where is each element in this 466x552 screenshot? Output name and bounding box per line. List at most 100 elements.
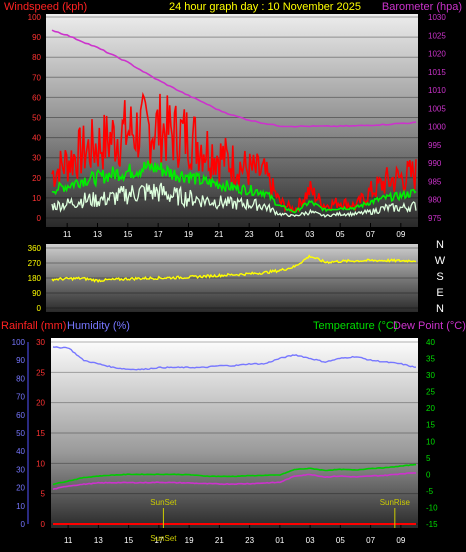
hour-tick-label: 17	[154, 230, 163, 239]
compass-label: N	[436, 303, 444, 315]
humidity-tick-label: 30	[16, 465, 25, 474]
hour-tick-label: 13	[93, 230, 102, 239]
hour-tick-label: 07	[366, 536, 375, 545]
hour-tick-label: 11	[63, 230, 72, 239]
hour-tick-label: 21	[215, 536, 224, 545]
bottom-sun-label: SunSet	[150, 534, 177, 543]
windspeed-tick-label: 60	[32, 93, 41, 102]
barometer-series-line	[51, 29, 417, 128]
rainfall-tick-label: 30	[36, 338, 45, 347]
temperature-tick-label: -15	[426, 520, 438, 529]
windspeed-tick-label: 40	[32, 134, 41, 143]
direction-tick-label: 360	[28, 244, 42, 253]
wind-plot-area	[46, 14, 418, 227]
hour-tick-label: 05	[336, 536, 345, 545]
hour-tick-label: 03	[306, 536, 315, 545]
rainfall-tick-label: 10	[36, 459, 45, 468]
direction-tick-label: 180	[28, 274, 42, 283]
hour-tick-label: 23	[245, 536, 254, 545]
windspeed-tick-label: 0	[37, 214, 42, 223]
temperature-tick-label: 20	[426, 404, 435, 413]
barometer-tick-label: 1000	[428, 123, 446, 132]
hour-tick-label: 15	[123, 230, 132, 239]
direction-tick-label: 0	[37, 304, 42, 313]
hour-tick-label: 01	[275, 536, 284, 545]
windspeed-tick-label: 50	[32, 114, 41, 123]
temperature-tick-label: -10	[426, 503, 438, 512]
rainfall-tick-label: 0	[41, 520, 46, 529]
rainfall-title: Rainfall (mm)	[1, 320, 66, 332]
hour-tick-label: 07	[366, 230, 375, 239]
sun-event-label: SunRise	[380, 498, 411, 507]
humidity-tick-label: 80	[16, 374, 25, 383]
barometer-tick-label: 1020	[428, 50, 446, 59]
compass-label: S	[436, 271, 443, 283]
temperature-series-line	[52, 463, 417, 486]
barometer-tick-label: 1025	[428, 31, 446, 40]
temp-plot-area	[51, 338, 418, 528]
barometer-tick-label: 980	[428, 196, 442, 205]
windspeed-tick-label: 10	[32, 194, 41, 203]
humidity-tick-label: 50	[16, 429, 25, 438]
direction-tick-label: 90	[32, 289, 41, 298]
compass-label: N	[436, 239, 444, 251]
hour-tick-label: 23	[245, 230, 254, 239]
windspeed-tick-label: 30	[32, 154, 41, 163]
rainfall-tick-label: 20	[36, 399, 45, 408]
wind-direction-series-line	[51, 254, 417, 283]
barometer-tick-label: 985	[428, 177, 442, 186]
temperature-tick-label: 25	[426, 388, 435, 397]
humidity-tick-label: 60	[16, 411, 25, 420]
dewpoint-series-line	[52, 472, 417, 491]
humidity-tick-label: 10	[16, 502, 25, 511]
rainfall-tick-label: 15	[36, 429, 45, 438]
hour-tick-label: 05	[336, 230, 345, 239]
temperature-tick-label: 15	[426, 421, 435, 430]
humidity-tick-label: 20	[16, 484, 25, 493]
humidity-tick-label: 40	[16, 447, 25, 456]
hour-tick-label: 03	[305, 230, 314, 239]
windspeed-tick-label: 20	[32, 174, 41, 183]
humidity-tick-label: 70	[16, 393, 25, 402]
hour-tick-label: 17	[154, 536, 163, 545]
hour-tick-label: 13	[94, 536, 103, 545]
hour-tick-label: 19	[185, 536, 194, 545]
hour-tick-label: 19	[184, 230, 193, 239]
hour-tick-label: 01	[275, 230, 284, 239]
compass-label: E	[436, 287, 443, 299]
hour-tick-label: 09	[396, 230, 405, 239]
barometer-tick-label: 990	[428, 159, 442, 168]
hour-tick-label: 15	[124, 536, 133, 545]
rainfall-tick-label: 5	[41, 490, 46, 499]
barometer-title: Barometer (hpa)	[382, 1, 462, 13]
humidity-series-line	[52, 346, 416, 371]
hour-tick-label: 21	[214, 230, 223, 239]
temperature-tick-label: 30	[426, 371, 435, 380]
barometer-tick-label: 1010	[428, 86, 446, 95]
windspeed-tick-label: 100	[28, 13, 42, 22]
rainfall-tick-label: 25	[36, 368, 45, 377]
wind_low-series-line	[51, 182, 417, 218]
barometer-tick-label: 995	[428, 141, 442, 150]
humidity-tick-label: 0	[21, 520, 26, 529]
graph-date-title: 24 hour graph day : 10 November 2025	[169, 1, 361, 13]
wind_avg-series-line	[51, 160, 417, 214]
hour-tick-label: 09	[396, 536, 405, 545]
humidity-title: Humidity (%)	[67, 320, 130, 332]
windspeed-title: Windspeed (kph)	[4, 1, 87, 13]
barometer-tick-label: 1030	[428, 13, 446, 22]
humidity-tick-label: 100	[12, 338, 26, 347]
temperature-tick-label: -5	[426, 487, 434, 496]
dewpoint-title: Dew Point (°C)	[393, 320, 466, 332]
direction-tick-label: 270	[28, 259, 42, 268]
humidity-tick-label: 90	[16, 356, 25, 365]
windspeed-tick-label: 90	[32, 33, 41, 42]
temperature-title: Temperature (°C)	[313, 320, 397, 332]
windspeed-tick-label: 70	[32, 73, 41, 82]
temperature-tick-label: 40	[426, 338, 435, 347]
sun-event-label: SunSet	[150, 498, 177, 507]
temperature-tick-label: 0	[426, 470, 431, 479]
